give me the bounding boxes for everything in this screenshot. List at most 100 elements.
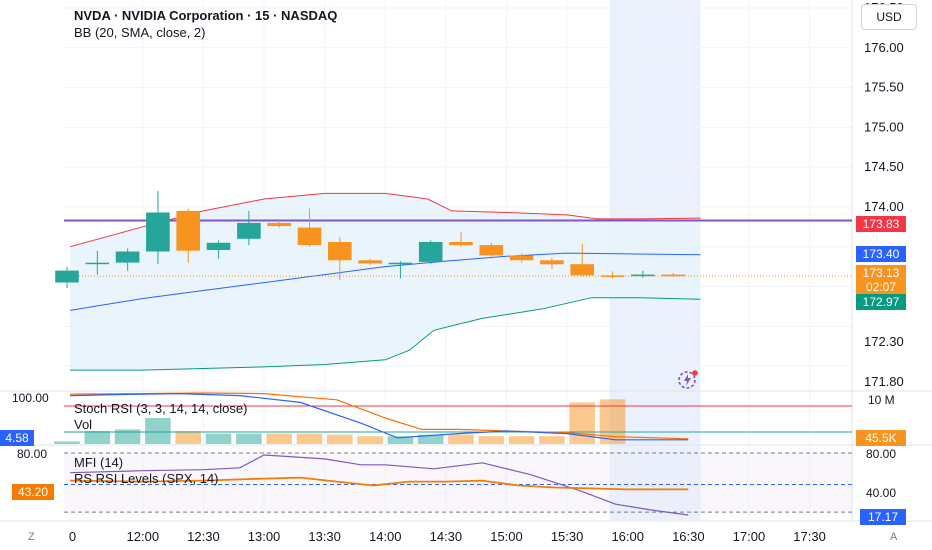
candle xyxy=(479,242,504,259)
candle-body xyxy=(449,242,473,246)
rs-value-badge: 17.17 xyxy=(860,509,906,525)
auto-scale-button[interactable]: A xyxy=(890,531,898,543)
mfi-value-badge: 43.20 xyxy=(12,484,54,500)
candle xyxy=(600,271,625,279)
stoch-k-line xyxy=(70,392,689,441)
time-tick-label: 14:30 xyxy=(430,529,463,544)
candle xyxy=(570,244,594,277)
bb-upper-badge: 173.83 xyxy=(856,216,906,232)
bb-indicator-label[interactable]: BB (20, SMA, close, 2) xyxy=(74,25,206,40)
volume-bar xyxy=(417,434,444,444)
time-tick-label: 13:30 xyxy=(308,529,341,544)
candle xyxy=(146,191,170,265)
volume-bar xyxy=(236,433,262,444)
candle-body xyxy=(540,260,564,265)
price-tick-label: 171.80 xyxy=(864,374,904,389)
candle-body xyxy=(600,275,625,277)
volume-bar xyxy=(508,436,535,444)
candle-body xyxy=(328,242,352,261)
volume-label[interactable]: Vol xyxy=(74,417,93,432)
volume-bar xyxy=(448,434,474,444)
symbol-title[interactable]: NVDA · NVIDIA Corporation · 15 · NASDAQ xyxy=(74,8,338,23)
volume-bar xyxy=(327,434,353,444)
candle xyxy=(297,208,322,247)
candle-body xyxy=(631,274,655,277)
volume-bar xyxy=(569,402,595,444)
candle-body xyxy=(267,222,291,227)
candle-body xyxy=(85,262,110,265)
bb-basis-line xyxy=(70,252,701,311)
bb-lower-line xyxy=(70,297,701,371)
candle xyxy=(267,218,291,228)
price-tick-label: 174.50 xyxy=(864,159,904,174)
candle xyxy=(388,261,413,279)
candle-body xyxy=(297,227,322,246)
time-tick-label: 15:00 xyxy=(490,529,523,544)
candle-body xyxy=(206,242,231,250)
stoch-rsi-label[interactable]: Stoch RSI (3, 3, 14, 14, close) xyxy=(74,401,248,416)
rs-rsi-label[interactable]: RS RSI Levels (SPX, 14) xyxy=(74,471,219,486)
time-tick-label: 17:00 xyxy=(733,529,766,544)
candle-body xyxy=(146,212,170,252)
price-tick-label: 175.50 xyxy=(864,80,904,95)
time-tick-label: 0 xyxy=(69,529,76,544)
stoch-value-badge: 4.58 xyxy=(0,430,34,446)
volume-pane xyxy=(54,399,626,444)
candle xyxy=(358,258,382,266)
candle xyxy=(176,208,200,263)
volume-bar xyxy=(387,436,414,444)
stoch-d-line xyxy=(70,392,689,440)
currency-button[interactable]: USD xyxy=(861,4,917,30)
volume-bar xyxy=(114,429,141,444)
candle xyxy=(418,240,443,265)
volume-bar xyxy=(84,431,111,444)
bb-lower-badge: 172.97 xyxy=(856,294,906,310)
time-tick-label: 14:00 xyxy=(369,529,402,544)
stoch-top-label: 100.00 xyxy=(12,391,49,405)
volume-bar xyxy=(145,418,171,444)
volume-bar xyxy=(357,436,383,444)
bb-basis-badge: 173.40 xyxy=(856,246,906,262)
candle xyxy=(206,240,231,259)
mfi-band-fill xyxy=(64,453,852,513)
lightning-icon[interactable] xyxy=(676,368,700,392)
bb-upper-line xyxy=(69,192,701,248)
volume-bar xyxy=(539,436,565,444)
candle-body xyxy=(418,242,443,262)
volume-top-label: 10 M xyxy=(868,393,895,407)
volume-bar xyxy=(478,436,505,444)
volume-bar xyxy=(296,433,323,444)
zoom-button[interactable]: Z xyxy=(28,531,35,543)
oscillator-pane xyxy=(64,392,852,516)
price-pane xyxy=(55,191,852,371)
rs-top-label: 80.00 xyxy=(866,447,897,461)
time-tick-label: 17:30 xyxy=(793,529,826,544)
countdown-badge: 02:07 xyxy=(856,279,906,295)
volume-bar xyxy=(205,433,232,444)
price-tick-label: 172.30 xyxy=(864,334,904,349)
mfi-top-label: 80.00 xyxy=(17,447,48,461)
candle-body xyxy=(55,270,79,283)
rs-rsi-line xyxy=(70,476,689,491)
time-tick-label: 16:30 xyxy=(672,529,705,544)
candle xyxy=(449,232,473,247)
price-tick-label: 174.00 xyxy=(864,199,904,214)
mfi-line xyxy=(70,454,689,516)
time-tick-label: 13:00 xyxy=(248,529,281,544)
mfi-label[interactable]: MFI (14) xyxy=(74,455,124,470)
price-badge: 173.13 xyxy=(856,265,906,281)
candle xyxy=(115,248,140,271)
candle-body xyxy=(509,255,534,261)
candle-body xyxy=(661,274,685,277)
candle-body xyxy=(237,222,261,239)
volume-bar xyxy=(266,433,292,444)
time-tick-label: 12:00 xyxy=(127,529,160,544)
time-tick-label: 12:30 xyxy=(187,529,220,544)
candle-body xyxy=(388,262,413,265)
candle-body xyxy=(358,260,382,264)
candle xyxy=(631,270,655,278)
candle-body xyxy=(176,210,200,251)
candle xyxy=(237,210,261,246)
